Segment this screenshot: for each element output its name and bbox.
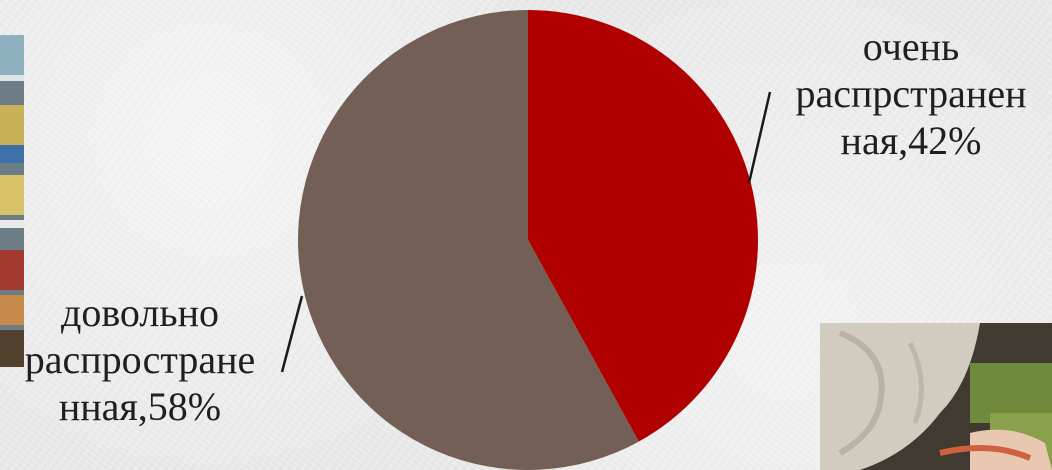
leader-line-very-common [747, 91, 772, 184]
shopping-basket-photo [820, 323, 1052, 470]
slice-label-line: ная,42% [840, 117, 982, 163]
slice-label-fairly-common: довольно распростране нная,58% [0, 290, 280, 430]
leader-line-fairly-common [280, 295, 304, 373]
pie-slice-very-common [528, 10, 758, 442]
slice-label-line: распростране [24, 336, 256, 382]
slice-label-very-common: очень распрстранен ная,42% [770, 24, 1052, 164]
slice-label-line: распрстранен [795, 70, 1027, 116]
slice-label-line: нная,58% [58, 383, 222, 429]
slice-label-line: довольно [60, 290, 220, 335]
store-shelf-photo [0, 35, 24, 367]
slice-label-line: очень [862, 24, 960, 69]
pie-slice-fairly-common [298, 10, 639, 470]
